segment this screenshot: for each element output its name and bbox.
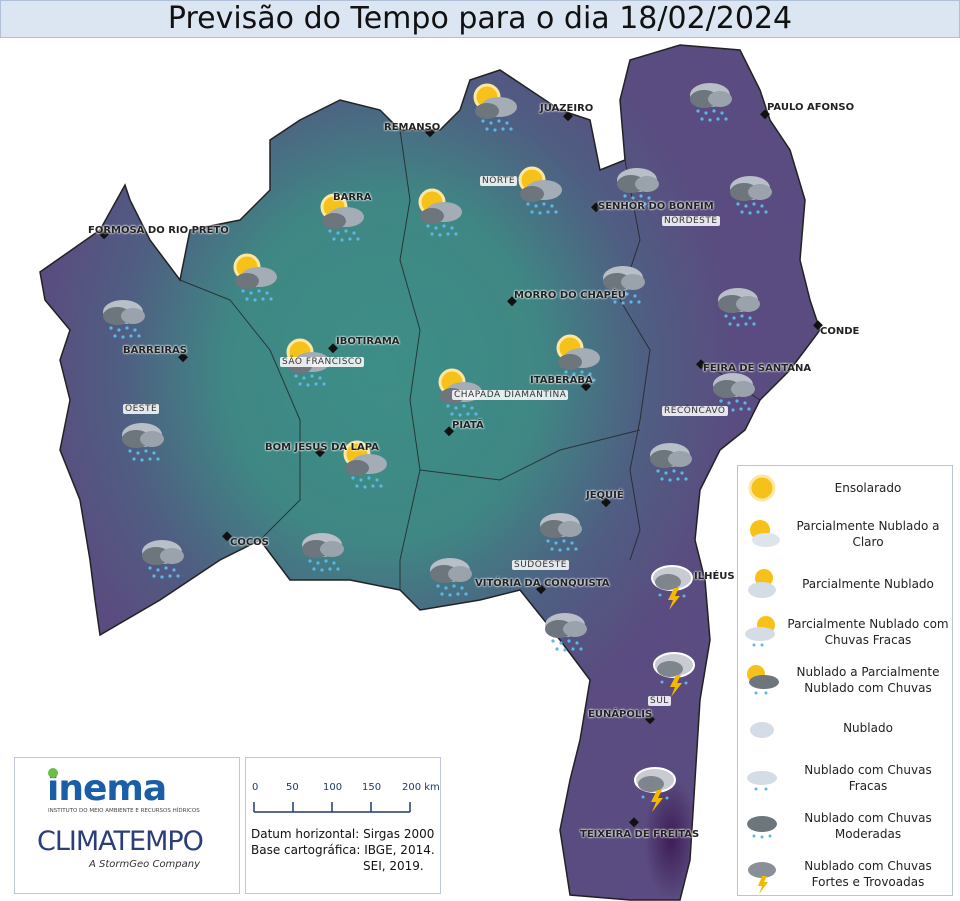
- cloud-moderate-rain-icon: [747, 816, 777, 839]
- logo-box: inema INSTITUTO DO MEIO AMBIENTE E RECUR…: [14, 757, 240, 894]
- city-label: JUAZEIRO: [540, 103, 594, 114]
- scale-tick: 200 km: [402, 782, 440, 793]
- climatempo-subtitle: A StormGeo Company: [89, 859, 201, 870]
- city-label: BOM JESUS DA LAPA: [265, 442, 379, 453]
- legend-item: Nublado a Parcialmente Nublado com Chuva…: [738, 658, 952, 702]
- city-label: BARREIRAS: [123, 345, 187, 356]
- legend-item: Nublado: [738, 708, 952, 748]
- storm-icon: [748, 862, 776, 894]
- sun-cloud-icon: [750, 520, 780, 547]
- climatempo-logo: CLIMATEMPO: [37, 826, 204, 857]
- legend-item: Parcialmente Nublado a Claro: [738, 512, 952, 556]
- inema-logo: inema: [47, 768, 167, 809]
- city-label: ITABERABA: [530, 375, 593, 386]
- scale-tick: 150: [362, 782, 382, 793]
- city-label: FORMOSA DO RIO PRETO: [88, 225, 229, 236]
- scale-tick: 100: [323, 782, 343, 793]
- city-label: ILHÉUS: [694, 571, 735, 582]
- sun-icon: [748, 474, 776, 502]
- legend-item: Parcialmente Nublado com Chuvas Fracas: [738, 610, 952, 654]
- city-label: PAULO AFONSO: [767, 102, 855, 113]
- region-label: SUDOESTE: [512, 560, 569, 570]
- city-label: FEIRA DE SANTANA: [703, 363, 812, 374]
- sun-dark-cloud-rain-icon: [747, 665, 779, 695]
- city-label: PIATÃ: [452, 420, 484, 431]
- scale-tick: 50: [286, 782, 299, 793]
- legend: Ensolarado Parcialmente Nublado a Claro …: [737, 465, 953, 896]
- city-markers: [99, 109, 823, 828]
- partly-cloudy-icon: [748, 569, 776, 598]
- inema-subtitle: INSTITUTO DO MEIO AMBIENTE E RECURSOS HÍ…: [48, 808, 200, 814]
- partly-cloudy-light-rain-icon: [745, 616, 775, 647]
- city-label: JEQUIÉ: [586, 490, 624, 501]
- cloud-light-rain-icon: [747, 771, 777, 791]
- city-label: SENHOR DO BONFIM: [598, 201, 714, 212]
- region-label: SÃO FRANCISCO: [280, 357, 365, 367]
- page-title: Previsão do Tempo para o dia 18/02/2024: [0, 0, 960, 38]
- city-label: REMANSO: [384, 122, 441, 133]
- region-label: SUL: [648, 696, 671, 706]
- legend-item: Nublado com Chuvas Fortes e Trovoadas: [738, 852, 952, 896]
- scale-bar: [253, 802, 411, 813]
- base-text: Base cartográfica: IBGE, 2014.: [251, 843, 435, 857]
- legend-item: Parcialmente Nublado: [738, 562, 952, 606]
- scale-tick: 0: [252, 782, 259, 793]
- city-label: IBOTIRAMA: [336, 336, 400, 347]
- city-label: VITÓRIA DA CONQUISTA: [475, 578, 610, 589]
- legend-item: Nublado com Chuvas Fracas: [738, 756, 952, 800]
- region-label: CHAPADA DIAMANTINA: [452, 390, 569, 400]
- region-label: RECÔNCAVO: [662, 406, 728, 416]
- city-label: TEIXEIRA DE FREITAS: [580, 829, 700, 840]
- city-label: COCOS: [230, 537, 269, 548]
- scale-box: 0 50 100 150 200 km Datum horizontal: Si…: [245, 757, 441, 894]
- cloud-icon: [750, 722, 774, 738]
- legend-item: Ensolarado: [738, 468, 952, 508]
- city-label: EUNÁPOLIS: [588, 709, 653, 720]
- datum-text: Datum horizontal: Sirgas 2000: [251, 827, 435, 841]
- inema-dot: [48, 768, 58, 778]
- city-label: CONDE: [820, 326, 860, 337]
- sei-text: SEI, 2019.: [363, 859, 424, 873]
- city-label: BARRA: [333, 192, 372, 203]
- region-label: NORDESTE: [662, 216, 720, 226]
- region-label: NORTE: [480, 176, 518, 186]
- legend-item: Nublado com Chuvas Moderadas: [738, 804, 952, 848]
- region-label: OESTE: [123, 404, 160, 414]
- city-label: MORRO DO CHAPÉU: [514, 290, 626, 301]
